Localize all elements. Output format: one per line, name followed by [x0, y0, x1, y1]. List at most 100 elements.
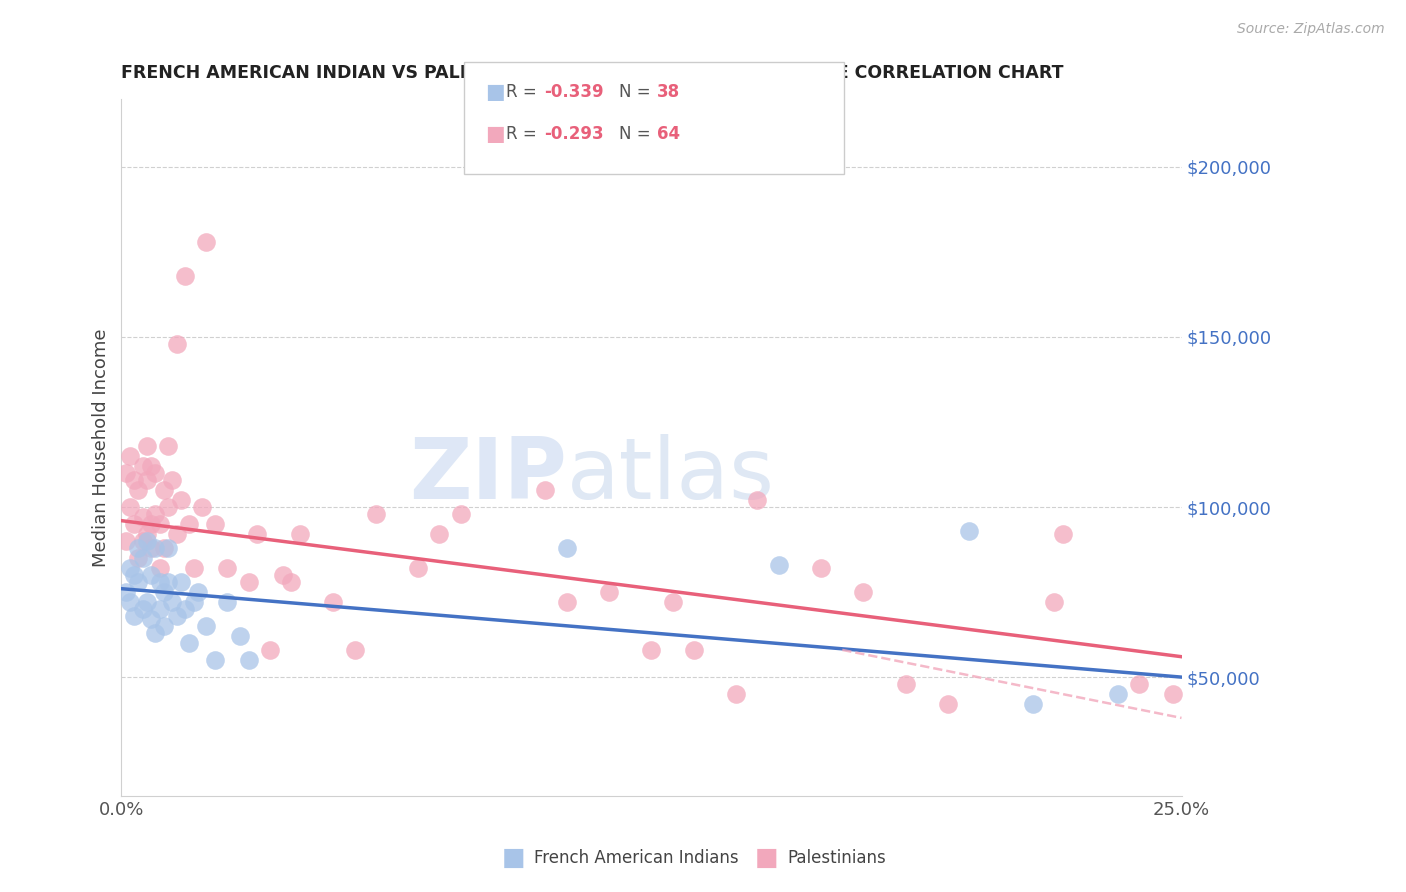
Point [145, 626, 167, 640]
Point [195, 235, 218, 249]
Point [174, 602, 197, 616]
Point [598, 585, 620, 599]
Point [747, 493, 769, 508]
Text: R =: R = [506, 125, 543, 143]
Point [145, 507, 167, 521]
Point [179, 517, 201, 532]
Point [131, 459, 153, 474]
Text: FRENCH AMERICAN INDIAN VS PALESTINIAN MEDIAN HOUSEHOLD INCOME CORRELATION CHART: FRENCH AMERICAN INDIAN VS PALESTINIAN ME… [121, 64, 1064, 82]
Point [450, 507, 472, 521]
Point [238, 574, 260, 589]
Point [114, 585, 136, 599]
Point [271, 568, 294, 582]
Point [810, 561, 832, 575]
Y-axis label: Median Household Income: Median Household Income [93, 328, 110, 566]
Point [280, 574, 302, 589]
Point [1107, 687, 1129, 701]
Point [191, 500, 214, 514]
Point [1161, 687, 1184, 701]
Point [217, 595, 239, 609]
Point [122, 568, 145, 582]
Point [162, 473, 184, 487]
Point [135, 527, 157, 541]
Point [429, 527, 451, 541]
Text: ■: ■ [485, 124, 505, 144]
Point [157, 439, 180, 453]
Point [135, 534, 157, 549]
Point [852, 585, 875, 599]
Point [187, 585, 209, 599]
Point [406, 561, 429, 575]
Point [118, 561, 141, 575]
Point [149, 561, 172, 575]
Point [139, 612, 162, 626]
Point [118, 595, 141, 609]
Text: ■: ■ [485, 82, 505, 102]
Point [894, 677, 917, 691]
Point [170, 574, 193, 589]
Point [153, 619, 176, 633]
Text: -0.339: -0.339 [544, 83, 603, 101]
Point [135, 473, 157, 487]
Point [343, 643, 366, 657]
Text: R =: R = [506, 83, 543, 101]
Point [204, 517, 226, 532]
Point [640, 643, 662, 657]
Point [166, 527, 188, 541]
Text: Source: ZipAtlas.com: Source: ZipAtlas.com [1237, 22, 1385, 37]
Point [179, 636, 201, 650]
Point [135, 439, 157, 453]
Point [149, 574, 172, 589]
Text: N =: N = [619, 125, 655, 143]
Point [246, 527, 269, 541]
Point [127, 483, 149, 497]
Point [195, 619, 218, 633]
Point [127, 574, 149, 589]
Point [139, 541, 162, 555]
Point [534, 483, 557, 497]
Point [229, 629, 252, 643]
Point [661, 595, 683, 609]
Point [149, 602, 172, 616]
Point [122, 517, 145, 532]
Point [157, 574, 180, 589]
Point [153, 585, 176, 599]
Point [166, 336, 188, 351]
Point [114, 466, 136, 480]
Point [217, 561, 239, 575]
Text: -0.293: -0.293 [544, 125, 603, 143]
Point [936, 698, 959, 712]
Point [174, 268, 197, 283]
Point [131, 551, 153, 566]
Text: Palestinians: Palestinians [787, 849, 886, 867]
Point [122, 473, 145, 487]
Point [364, 507, 387, 521]
Point [288, 527, 311, 541]
Point [183, 561, 205, 575]
Point [122, 608, 145, 623]
Point [555, 595, 578, 609]
Point [555, 541, 578, 555]
Point [127, 551, 149, 566]
Point [162, 595, 184, 609]
Point [959, 524, 981, 538]
Point [139, 517, 162, 532]
Point [170, 493, 193, 508]
Point [1052, 527, 1074, 541]
Point [1022, 698, 1045, 712]
Text: N =: N = [619, 83, 655, 101]
Point [145, 466, 167, 480]
Point [153, 541, 176, 555]
Point [259, 643, 281, 657]
Point [183, 595, 205, 609]
Point [131, 602, 153, 616]
Point [135, 595, 157, 609]
Text: ■: ■ [755, 847, 778, 870]
Point [768, 558, 790, 572]
Point [1043, 595, 1066, 609]
Text: atlas: atlas [567, 434, 775, 517]
Point [238, 653, 260, 667]
Point [683, 643, 706, 657]
Text: 64: 64 [657, 125, 679, 143]
Point [204, 653, 226, 667]
